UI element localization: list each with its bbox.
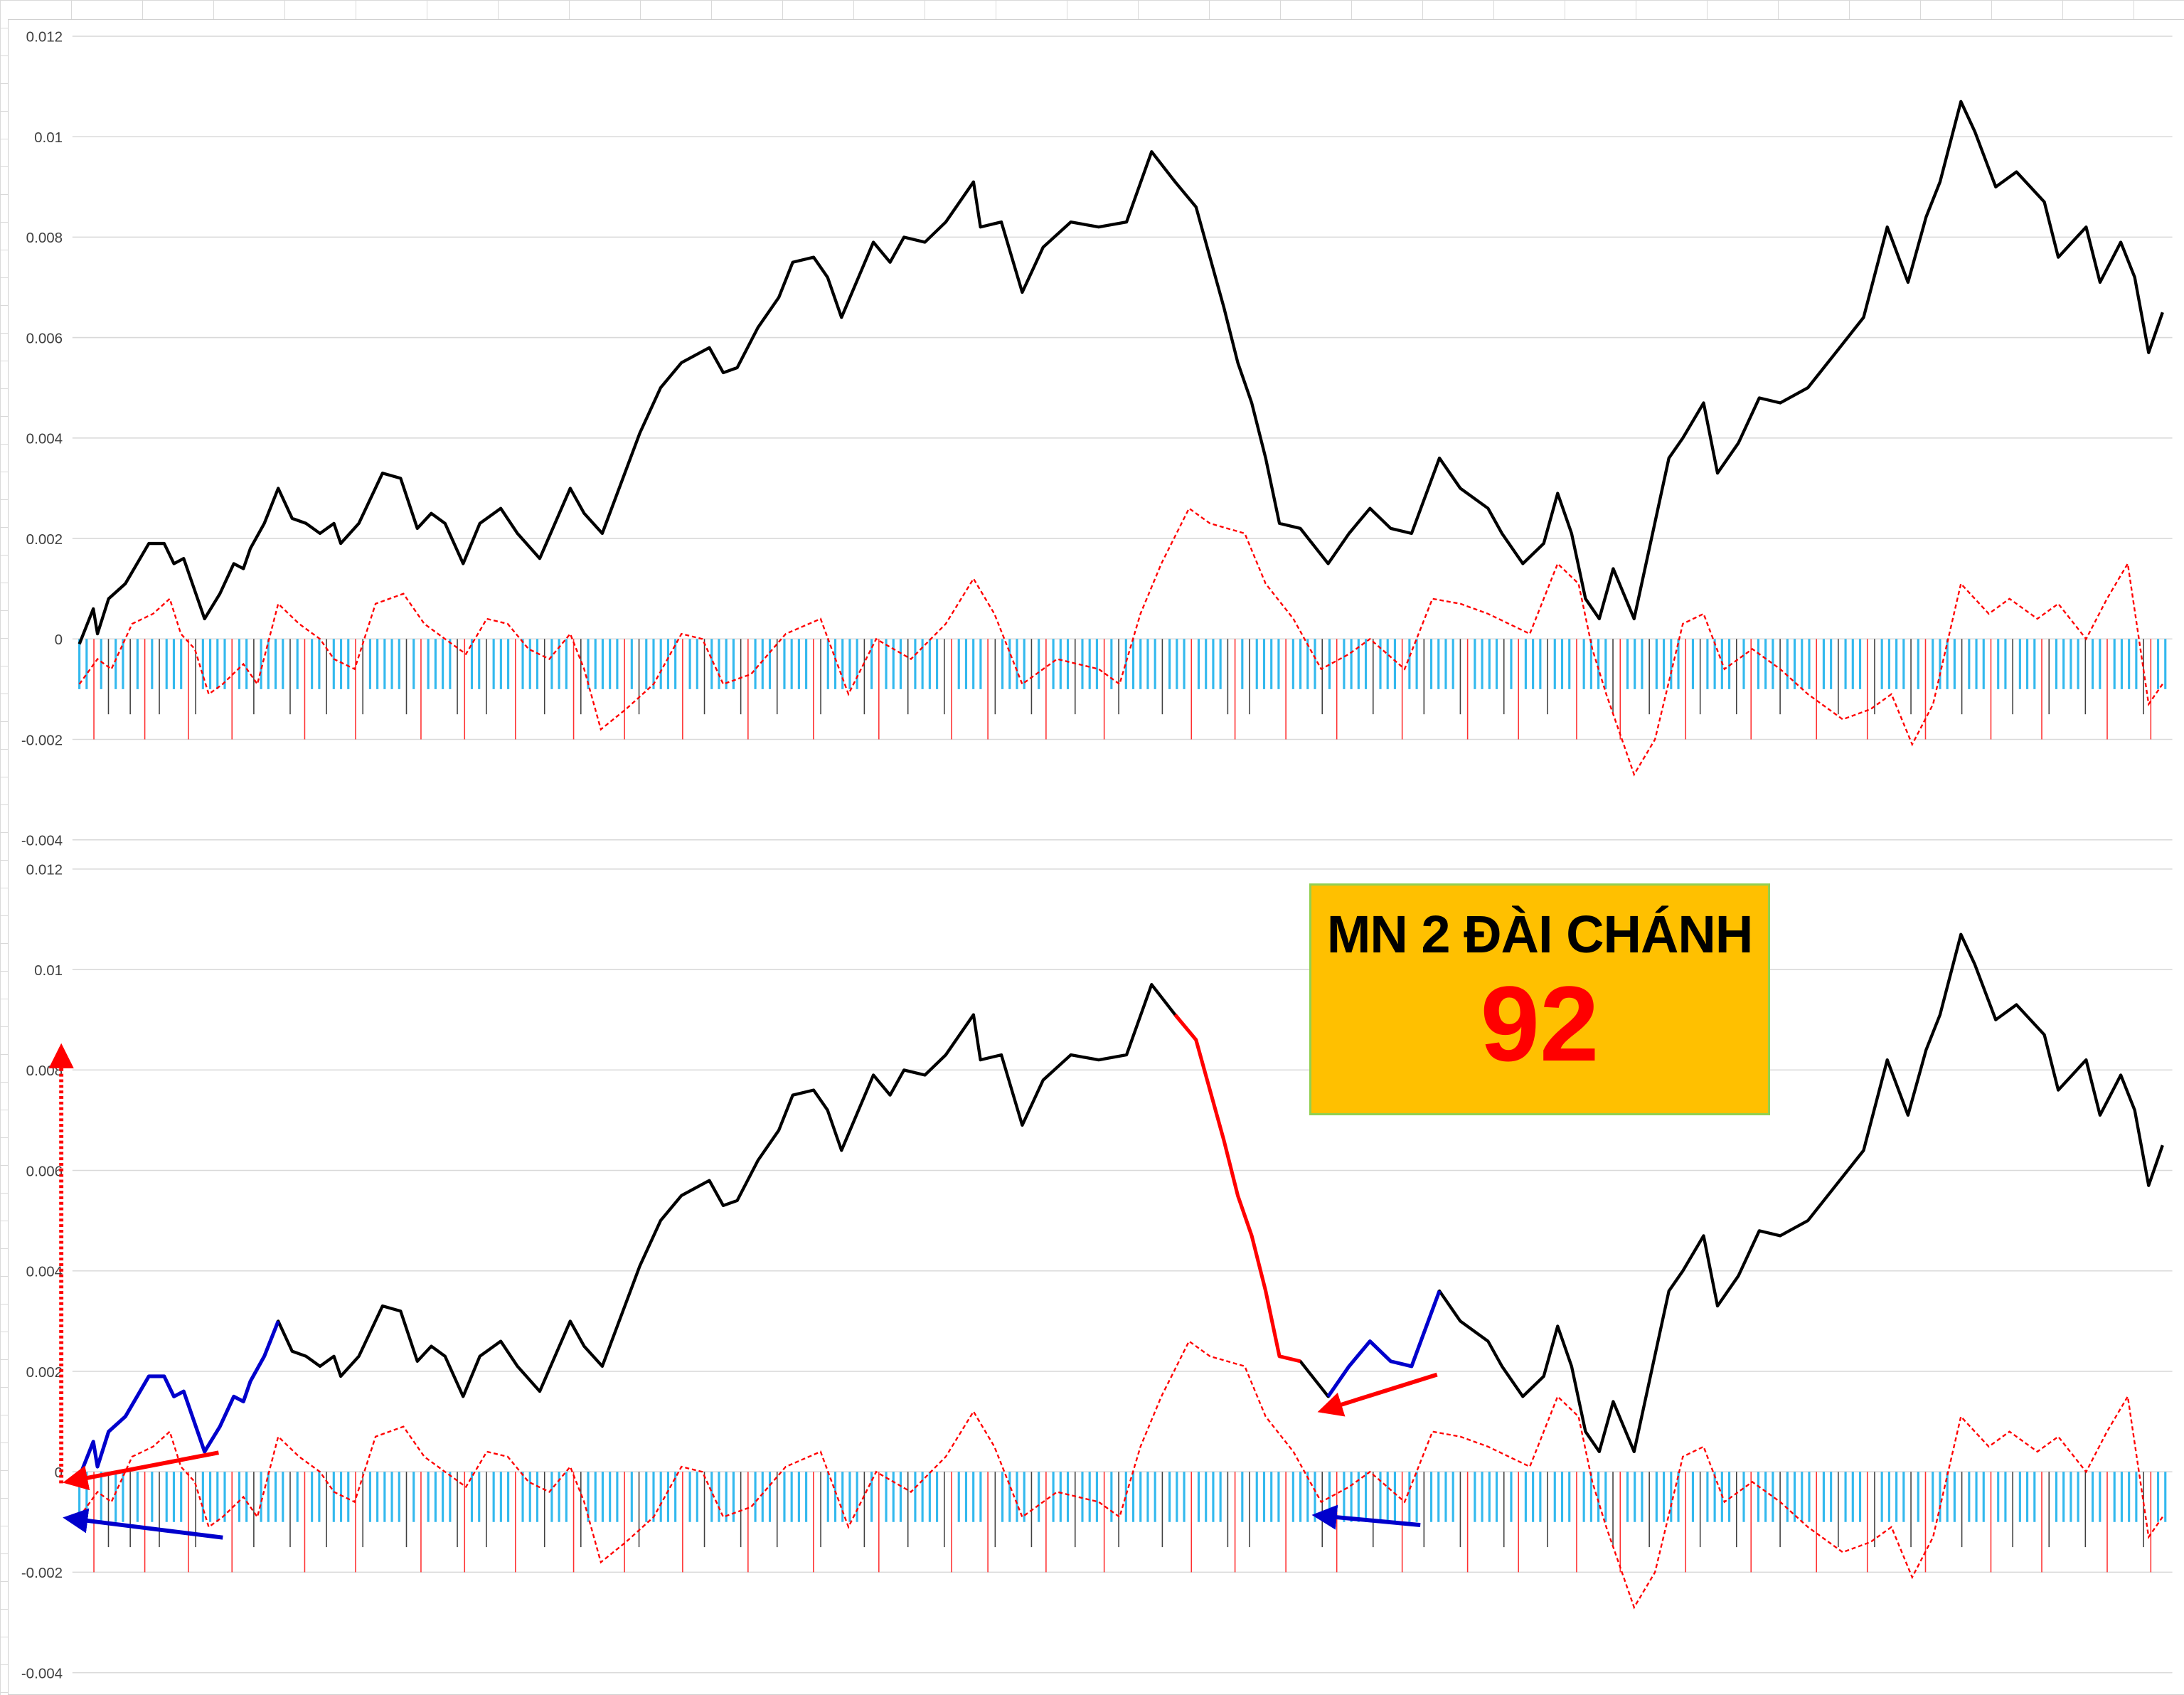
- y-tick-label: 0.002: [26, 1364, 63, 1381]
- y-tick-label: 0: [55, 632, 63, 648]
- annotations: [48, 1043, 1438, 1540]
- red-arrow: [63, 1450, 219, 1491]
- y-tick-label: 0.006: [26, 1163, 63, 1179]
- highlight-segment: [1326, 1290, 1442, 1398]
- series-main-line: [78, 932, 2164, 1478]
- y-tick-label: 0.012: [26, 862, 63, 878]
- y-tick-label: 0.008: [26, 230, 63, 246]
- y-tick-label: 0.006: [26, 330, 63, 346]
- label-title: MN 2 ĐÀI CHÁNH: [1326, 905, 1754, 964]
- y-tick-label: 0.002: [26, 531, 63, 548]
- blue-arrow: [1311, 1504, 1421, 1530]
- y-tick-label: -0.004: [21, 833, 63, 849]
- y-tick-label: -0.002: [21, 732, 63, 748]
- chart-top: 0.012 0.01 0.008 0.006 0.004 0.002 0 -0.002 -0.0…: [21, 29, 2173, 849]
- y-tick-label: 0.008: [26, 1063, 63, 1079]
- y-tick-label: 0.01: [34, 962, 63, 979]
- label-number: 92: [1480, 964, 1599, 1083]
- label-box: MN 2 ĐÀI CHÁNH 92: [1309, 883, 1770, 1115]
- series-secondary-line: [78, 1339, 2163, 1610]
- red-arrow: [1317, 1372, 1438, 1417]
- blue-arrow: [63, 1508, 223, 1540]
- chart-bottom: 0.012 0.01 0.008 0.006 0.004 0.002 0 -0.002 -0.0…: [21, 862, 2173, 1681]
- y-tick-label: -0.004: [21, 1665, 63, 1681]
- y-tick-label: -0.002: [21, 1565, 63, 1581]
- y-tick-label: 0.004: [26, 1264, 63, 1280]
- highlight-segment: [1173, 1014, 1301, 1364]
- y-tick-label: 0: [55, 1465, 63, 1481]
- y-tick-label: 0.004: [26, 431, 63, 447]
- y-tick-label: 0.012: [26, 29, 63, 46]
- highlight-segment: [78, 1320, 280, 1478]
- series-main-line: [78, 100, 2164, 645]
- y-tick-label: 0.01: [34, 129, 63, 146]
- series-secondary-line: [78, 506, 2163, 777]
- chart-area: [8, 19, 2184, 1695]
